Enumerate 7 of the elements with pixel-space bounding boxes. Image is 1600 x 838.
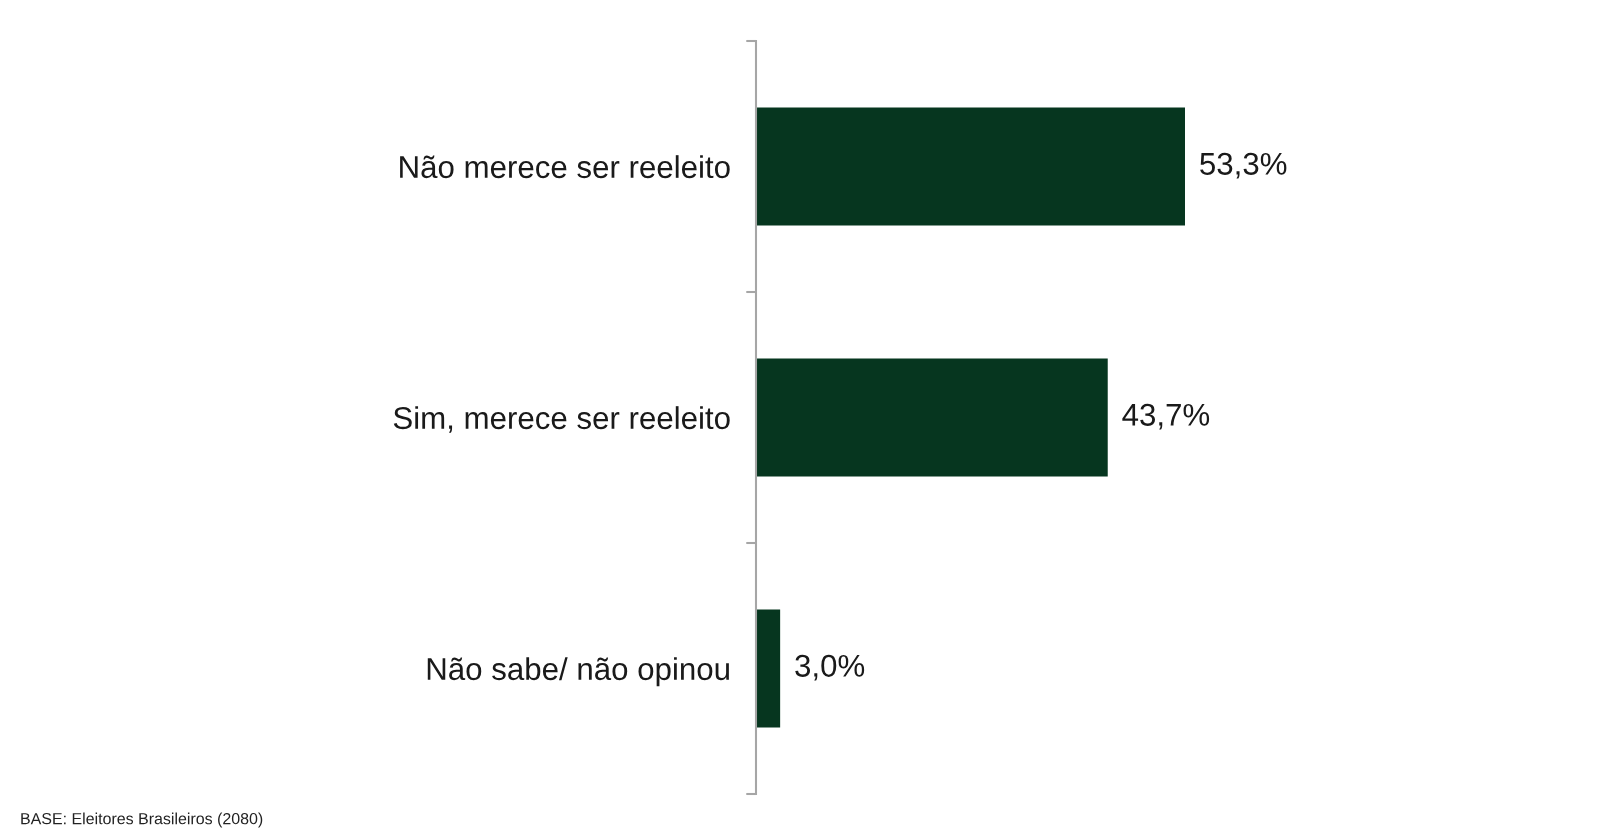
data-label: 3,0% xyxy=(795,654,865,681)
y-tick-label: Não sabe/ não opinou xyxy=(427,657,729,687)
data-label: 43,7% xyxy=(1122,403,1210,430)
data-label: 53,3% xyxy=(1200,152,1287,179)
text: BASE: Eleitores Brasileiros (2080) xyxy=(21,812,263,828)
y-tick-label: Não merece ser reeleito xyxy=(400,155,730,179)
y-tick-label: Sim, merece ser reeleito xyxy=(393,406,730,433)
